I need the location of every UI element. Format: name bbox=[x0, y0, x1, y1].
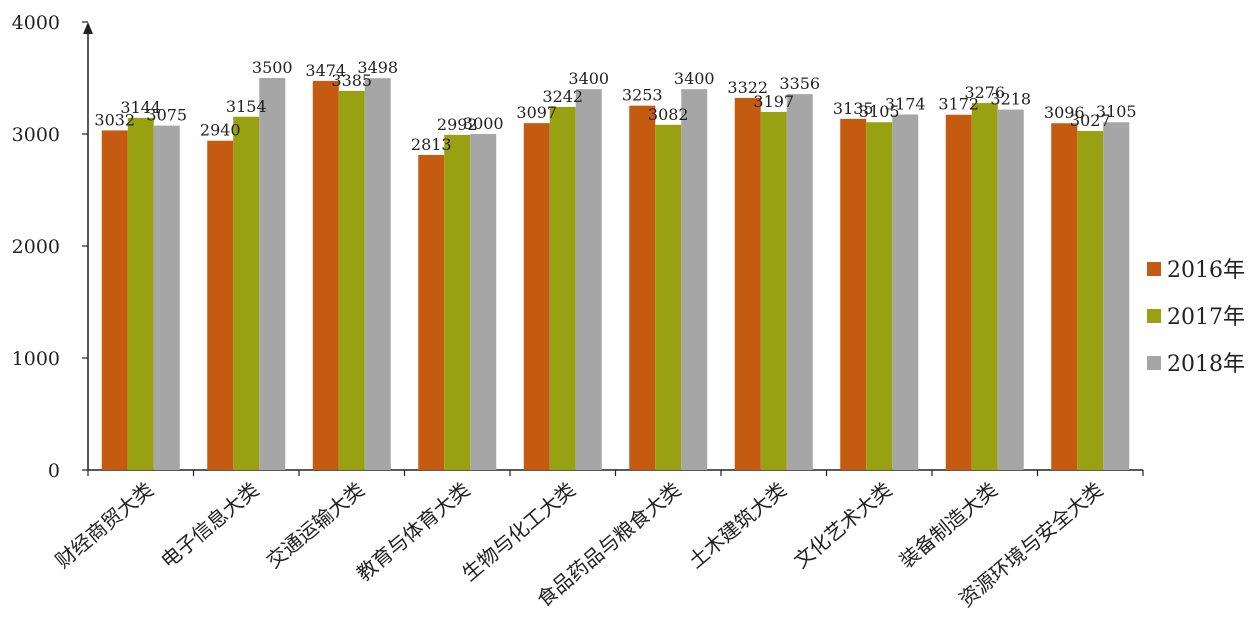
bar bbox=[470, 134, 497, 470]
data-label: 3027 bbox=[1070, 111, 1111, 130]
bar bbox=[101, 130, 128, 470]
data-label: 3097 bbox=[516, 103, 557, 122]
bar bbox=[233, 116, 260, 470]
data-label: 3144 bbox=[120, 98, 161, 117]
bar bbox=[259, 78, 286, 470]
bar bbox=[786, 94, 813, 471]
bar bbox=[1103, 122, 1130, 471]
bar bbox=[444, 134, 471, 470]
data-label: 3385 bbox=[331, 71, 372, 90]
bars bbox=[101, 78, 1130, 471]
y-tick-label: 3000 bbox=[12, 124, 60, 146]
bar bbox=[338, 90, 365, 470]
data-label: 3197 bbox=[753, 92, 794, 111]
y-tick-label: 4000 bbox=[12, 12, 60, 34]
data-label: 3172 bbox=[938, 95, 979, 114]
category-labels: 财经商贸大类电子信息大类交通运输大类教育与体育大类生物与化工大类食品药品与粮食大… bbox=[51, 477, 1108, 611]
data-label: 3474 bbox=[305, 61, 346, 80]
category-label: 交通运输大类 bbox=[262, 477, 369, 573]
bar bbox=[681, 89, 708, 470]
bar bbox=[549, 106, 576, 471]
data-label: 3096 bbox=[1044, 103, 1085, 122]
bar bbox=[575, 89, 602, 470]
bar bbox=[629, 105, 656, 470]
category-label: 文化艺术大类 bbox=[789, 477, 896, 573]
data-label: 3253 bbox=[622, 86, 663, 105]
data-label: 2992 bbox=[437, 115, 478, 134]
bar bbox=[153, 125, 180, 470]
data-label: 3498 bbox=[357, 58, 398, 77]
data-label: 3218 bbox=[990, 90, 1031, 109]
bar bbox=[840, 118, 867, 470]
data-label: 3242 bbox=[542, 87, 583, 106]
y-tick-label: 0 bbox=[48, 460, 60, 482]
y-axis-arrow bbox=[83, 22, 93, 34]
data-label: 3356 bbox=[779, 74, 820, 93]
legend: 2016年 2017年 2018年 bbox=[1147, 258, 1245, 377]
y-tick-label: 1000 bbox=[12, 348, 60, 370]
data-label: 3154 bbox=[226, 97, 267, 116]
legend-label: 2017年 bbox=[1167, 305, 1245, 330]
bar bbox=[760, 111, 787, 470]
bar bbox=[207, 140, 234, 470]
bar bbox=[971, 103, 998, 470]
data-label: 3032 bbox=[94, 110, 135, 129]
data-label: 3500 bbox=[252, 58, 293, 77]
data-label: 2940 bbox=[200, 121, 241, 140]
bar bbox=[312, 80, 339, 471]
data-label: 3105 bbox=[1096, 102, 1137, 121]
bar bbox=[523, 123, 550, 471]
data-label: 3400 bbox=[674, 69, 715, 88]
data-label: 3082 bbox=[648, 105, 689, 124]
data-label: 3322 bbox=[727, 78, 768, 97]
y-tick-label: 2000 bbox=[12, 236, 60, 258]
legend-swatch bbox=[1147, 356, 1161, 370]
data-label: 3000 bbox=[463, 114, 504, 133]
legend-swatch bbox=[1147, 262, 1161, 276]
data-label: 3276 bbox=[964, 83, 1005, 102]
data-label: 3400 bbox=[568, 69, 609, 88]
data-label: 3174 bbox=[885, 95, 926, 114]
category-label: 装备制造大类 bbox=[895, 477, 1002, 573]
category-label: 电子信息大类 bbox=[156, 477, 263, 573]
bar bbox=[127, 117, 154, 470]
bar bbox=[734, 97, 761, 470]
data-label: 2813 bbox=[411, 135, 452, 154]
category-label: 教育与体育大类 bbox=[352, 477, 475, 585]
bar bbox=[1051, 123, 1078, 471]
bar bbox=[866, 122, 893, 471]
bar bbox=[892, 114, 919, 471]
bar bbox=[1077, 130, 1104, 470]
legend-label: 2018年 bbox=[1167, 352, 1245, 377]
category-label: 土木建筑大类 bbox=[684, 477, 791, 573]
data-label: 3135 bbox=[833, 99, 874, 118]
bar bbox=[655, 124, 682, 470]
data-label: 3105 bbox=[859, 102, 900, 121]
data-label: 3075 bbox=[146, 106, 187, 125]
bar bbox=[945, 114, 972, 471]
category-label: 财经商贸大类 bbox=[51, 477, 158, 573]
bar bbox=[364, 78, 391, 470]
bar bbox=[418, 154, 445, 470]
legend-label: 2016年 bbox=[1167, 258, 1245, 283]
legend-swatch bbox=[1147, 309, 1161, 323]
bar bbox=[997, 109, 1024, 471]
